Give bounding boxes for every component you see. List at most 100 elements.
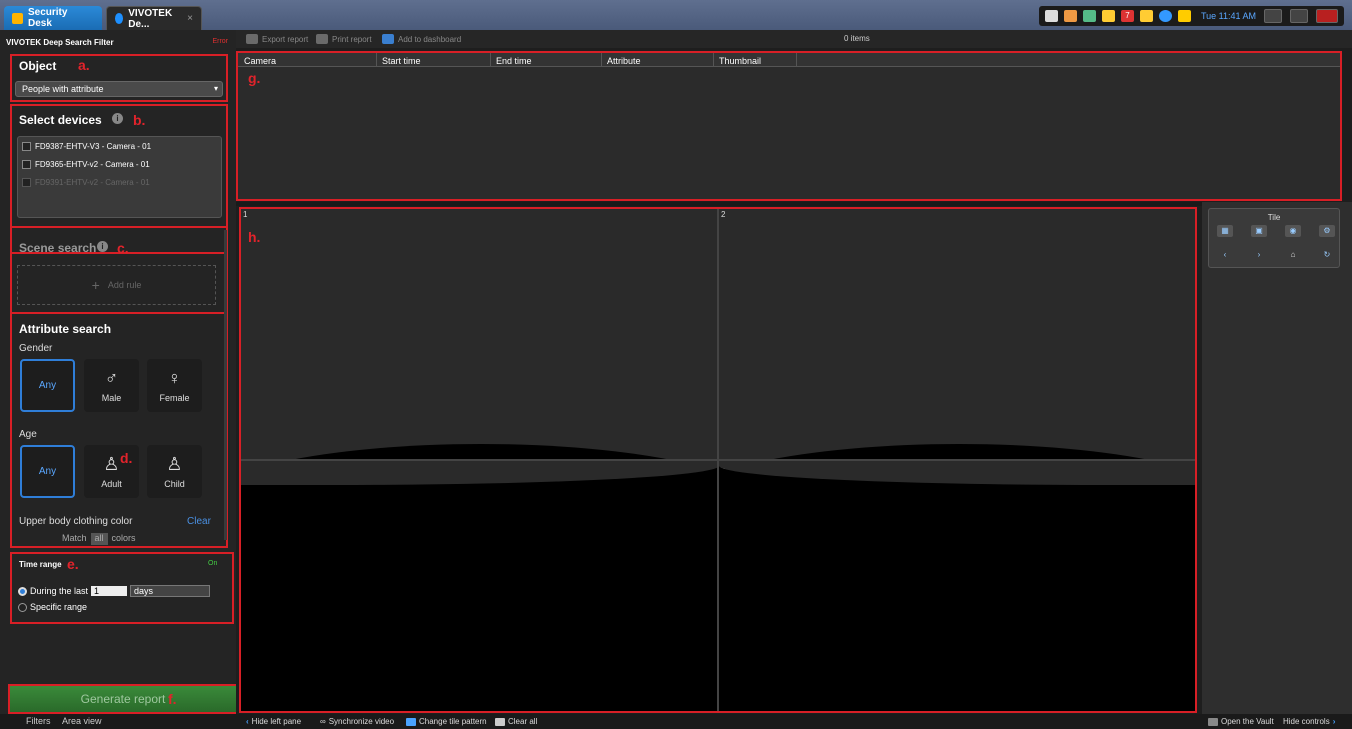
hide-controls-button[interactable]: Hide controls › <box>1283 717 1335 726</box>
search-app-icon <box>115 13 124 24</box>
annotation-b: b. <box>133 112 146 128</box>
upper-color-label: Upper body clothing color <box>19 516 133 527</box>
clear-all-button[interactable]: Clear all <box>495 717 537 726</box>
video-tile[interactable]: 2 <box>718 208 1196 460</box>
device-checkbox[interactable] <box>22 159 31 169</box>
volume-icon[interactable] <box>1101 10 1115 22</box>
video-tile[interactable]: 4 <box>718 460 1196 712</box>
previous-icon[interactable]: ‹ <box>1223 250 1227 259</box>
video-tile[interactable]: 3 <box>240 460 718 712</box>
chevron-down-icon: ▾ <box>213 84 218 93</box>
results-highlight <box>236 51 1342 201</box>
attribute-label: Attribute search <box>19 322 112 336</box>
tile-pattern-icon <box>406 717 416 726</box>
refresh-icon[interactable]: ↻ <box>1323 250 1331 259</box>
print-report-button[interactable]: Print report <box>316 34 372 44</box>
open-vault-button[interactable]: Open the Vault <box>1208 717 1274 726</box>
monitor-icon[interactable] <box>1082 10 1096 22</box>
column-divider[interactable] <box>713 52 714 67</box>
list-item[interactable]: FD9387-EHTV-V3 - Camera - 01 <box>18 137 221 155</box>
camera-icon[interactable]: ◉ <box>1285 225 1301 237</box>
column-divider[interactable] <box>796 52 797 67</box>
fullscreen-icon[interactable]: ▣ <box>1251 225 1267 237</box>
gender-any-button[interactable]: Any <box>20 359 75 412</box>
add-to-dashboard-button[interactable]: Add to dashboard <box>382 34 461 44</box>
gender-male-button[interactable]: ♂ Male <box>84 359 139 412</box>
object-dropdown[interactable]: People with attribute ▾ <box>15 81 223 97</box>
during-option[interactable]: During the last 1 days <box>18 585 211 597</box>
next-icon[interactable]: › <box>1257 250 1261 259</box>
device-name: FD9387-EHTV-V3 - Camera - 01 <box>35 141 152 151</box>
speaker-icon[interactable] <box>1139 10 1153 22</box>
warning-icon[interactable] <box>1177 10 1191 22</box>
home-view-icon[interactable]: ⌂ <box>1290 250 1296 259</box>
video-grid-highlight <box>239 207 1197 713</box>
age-adult-button[interactable]: ♙ Adult <box>84 445 139 498</box>
list-item[interactable]: FD9365-EHTV-v2 - Camera - 01 <box>18 155 221 173</box>
status-bar: ‹ Hide left pane ∞ Synchronize video Cha… <box>236 714 1352 729</box>
match-label: Match <box>62 533 87 543</box>
column-header[interactable]: Attribute <box>607 56 641 66</box>
generate-report-button[interactable]: Generate report <box>10 686 236 712</box>
radio-specific[interactable] <box>18 602 27 612</box>
column-divider[interactable] <box>490 52 491 67</box>
annotation-c: c. <box>117 240 129 256</box>
annotation-d: d. <box>120 450 133 466</box>
tab-vivotek-deep-search[interactable]: VIVOTEK De... × <box>106 6 202 30</box>
alarm-badge-icon[interactable]: 7 <box>1120 10 1134 22</box>
change-tile-pattern-button[interactable]: Change tile pattern <box>406 717 487 726</box>
close-tab-icon[interactable]: × <box>187 13 193 24</box>
genetec-icon[interactable] <box>1044 10 1058 22</box>
left-pane-tabs: Filters Area view <box>0 714 236 729</box>
specific-option[interactable]: Specific range <box>18 602 87 612</box>
tab-filters[interactable]: Filters <box>26 716 51 726</box>
column-divider[interactable] <box>376 52 377 67</box>
results-table: Camera Start time End time Attribute Thu… <box>236 52 1340 200</box>
export-report-button[interactable]: Export report <box>246 34 308 44</box>
column-divider[interactable] <box>601 52 602 67</box>
tab-security-desk[interactable]: Security Desk <box>4 6 102 30</box>
devices-label: Select devices <box>19 113 102 127</box>
synchronize-video-button[interactable]: ∞ Synchronize video <box>320 717 394 726</box>
add-rule-button[interactable]: + Add rule <box>17 265 216 305</box>
age-child-button[interactable]: ♙ Child <box>147 445 202 498</box>
time-range-section <box>10 552 234 624</box>
settings-icon[interactable]: ⚙ <box>1319 225 1335 237</box>
info-icon[interactable]: i <box>97 241 108 252</box>
gender-female-button[interactable]: ♀ Female <box>147 359 202 412</box>
minimize-button[interactable] <box>1264 9 1282 23</box>
unit-dropdown[interactable]: days <box>130 585 211 597</box>
tab-area-view[interactable]: Area view <box>62 716 102 726</box>
clear-link[interactable]: Clear <box>187 516 211 527</box>
amount-stepper[interactable]: 1 <box>91 586 128 596</box>
column-header[interactable]: End time <box>496 56 532 66</box>
device-checkbox[interactable] <box>22 141 31 151</box>
column-header[interactable]: Start time <box>382 56 421 66</box>
time-range-toggle[interactable]: On <box>208 560 218 567</box>
column-header[interactable]: Thumbnail <box>719 56 762 66</box>
info-icon[interactable]: i <box>112 113 123 124</box>
close-window-button[interactable] <box>1316 9 1338 23</box>
during-label: During the last <box>30 586 89 596</box>
pane-splitter[interactable] <box>236 202 1202 206</box>
grid-icon[interactable]: ▦ <box>1217 225 1233 237</box>
age-any-button[interactable]: Any <box>20 445 75 498</box>
option-label: Male <box>101 393 122 403</box>
network-icon[interactable] <box>1063 10 1077 22</box>
match-dropdown[interactable]: all <box>90 533 108 545</box>
scrollbar[interactable] <box>224 230 227 540</box>
video-tile[interactable]: 1 <box>240 208 718 460</box>
maximize-button[interactable] <box>1290 9 1308 23</box>
tab-label: VIVOTEK De... <box>128 7 173 30</box>
tab-label: Security Desk <box>27 7 68 29</box>
globe-icon[interactable] <box>1158 10 1172 22</box>
hide-left-pane-button[interactable]: ‹ Hide left pane <box>246 717 301 726</box>
child-icon: ♙ <box>166 454 183 474</box>
generate-label: Generate report <box>80 692 166 706</box>
column-header[interactable]: Camera <box>244 56 277 66</box>
object-label: Object <box>19 59 57 73</box>
print-label: Print report <box>332 34 372 44</box>
radio-during[interactable] <box>18 586 27 596</box>
match-row: Match all colors <box>62 533 202 545</box>
items-count: 0 items <box>844 34 870 43</box>
